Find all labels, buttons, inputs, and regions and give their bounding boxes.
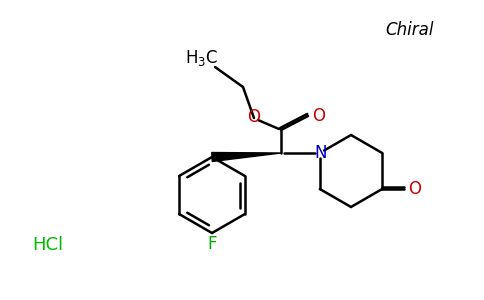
Text: O: O <box>247 108 260 126</box>
Text: O: O <box>408 180 421 198</box>
Text: H$_3$C: H$_3$C <box>185 48 218 68</box>
Text: Chiral: Chiral <box>386 21 434 39</box>
Text: N: N <box>315 144 327 162</box>
Text: F: F <box>207 235 217 253</box>
Text: HCl: HCl <box>32 236 63 254</box>
Text: O: O <box>313 107 326 125</box>
Polygon shape <box>212 152 281 161</box>
